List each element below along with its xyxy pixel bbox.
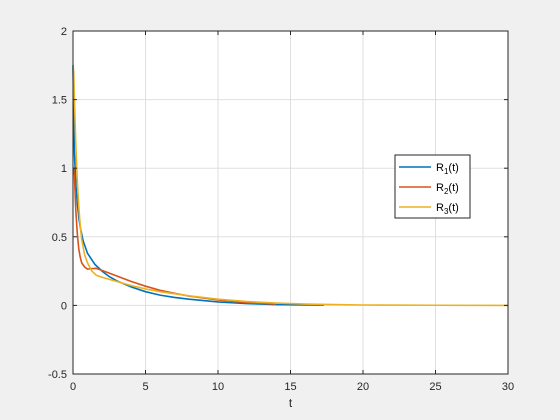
series-line-r1: [72, 65, 324, 306]
y-tick-label: 0.5: [52, 232, 67, 244]
legend: R1(t) R2(t) R3(t): [394, 154, 471, 219]
series-line-r3: [72, 65, 509, 307]
y-tick-label: 2: [61, 26, 67, 38]
x-tick-label: 20: [357, 381, 369, 393]
legend-label-r2: R2(t): [436, 182, 459, 196]
x-tick-label: 5: [142, 381, 148, 393]
y-tick-label: 1.5: [52, 95, 67, 107]
y-tick-label: 1: [61, 163, 67, 175]
legend-label-r1: R1(t): [436, 162, 459, 176]
x-tick-label: 15: [284, 381, 296, 393]
x-tick-label: 30: [502, 381, 514, 393]
data-series: [72, 65, 509, 307]
x-tick-label: 0: [70, 381, 76, 393]
x-axis-label: t: [289, 396, 293, 410]
axis-ticks: 0 5 10 15 20 25 30-0.500.511.52: [48, 26, 514, 393]
y-tick-label: 0: [61, 300, 67, 312]
y-tick-label: -0.5: [48, 369, 67, 381]
x-tick-label: 10: [212, 381, 224, 393]
legend-label-r3: R3(t): [436, 202, 459, 216]
x-tick-label: 25: [429, 381, 441, 393]
